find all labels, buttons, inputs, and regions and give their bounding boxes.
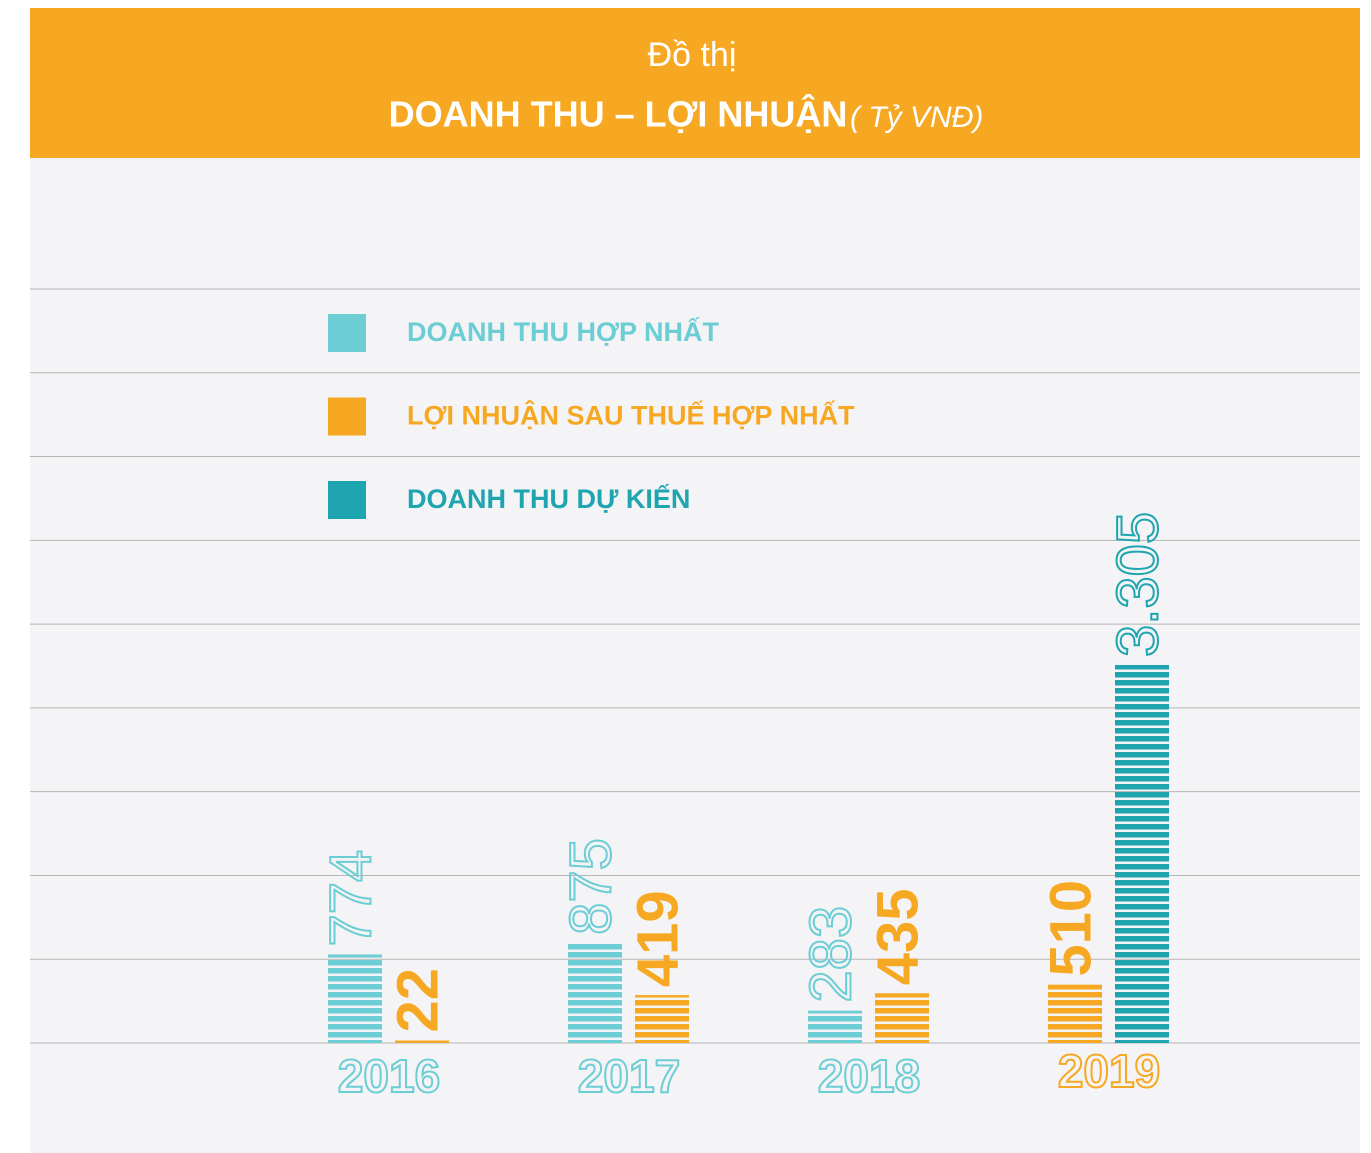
x-tick-label: 2018 [818,1050,920,1102]
bar [1048,984,1102,1043]
value-label: 435 [865,888,930,985]
value-label: 283 [798,906,863,1003]
value-label: 419 [625,890,690,987]
x-tick-label: 2016 [338,1050,440,1102]
bar [808,1010,862,1043]
value-label: 22 [385,968,450,1033]
legend-swatch [328,314,366,352]
value-label: 3.305 [1105,512,1170,657]
chart-title: DOANH THU – LỢI NHUẬN [389,93,848,135]
x-tick-label: 2019 [1058,1045,1160,1097]
legend-swatch [328,397,366,436]
bar [395,1040,449,1043]
value-label: 875 [558,838,623,935]
chart-pretitle: Đồ thị [648,36,737,74]
value-label: 510 [1038,880,1103,977]
bar [568,942,622,1043]
value-label: 774 [318,850,383,947]
legend-label: DOANH THU DỰ KIẾN [407,483,690,514]
chart-unit: ( Tỷ VNĐ) [850,101,983,134]
x-tick-label: 2017 [578,1050,680,1102]
legend-label: DOANH THU HỢP NHẤT [407,316,720,347]
bar [875,993,929,1043]
header-band [30,8,1360,158]
legend-label: LỢI NHUẬN SAU THUẾ HỢP NHẤT [407,400,855,431]
legend-swatch [328,481,366,519]
bar [1115,665,1169,1043]
bar [635,995,689,1043]
bar [328,954,382,1043]
